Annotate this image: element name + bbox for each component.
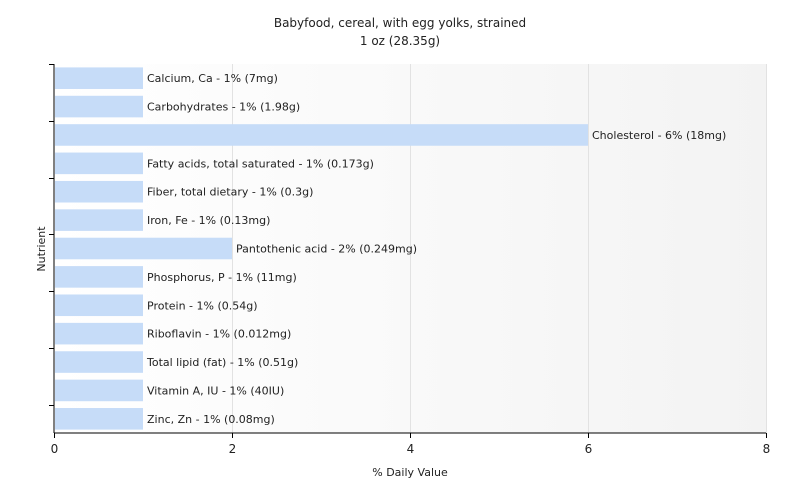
bar: [55, 67, 143, 89]
bar: [55, 152, 143, 175]
bar: [55, 294, 143, 317]
bar-label: Carbohydrates - 1% (1.98g): [147, 101, 300, 114]
bar-label: Riboflavin - 1% (0.012mg): [147, 328, 291, 341]
bar-label: Fatty acids, total saturated - 1% (0.173…: [147, 157, 374, 170]
bar: [55, 124, 588, 146]
bar-label: Fiber, total dietary - 1% (0.3g): [147, 186, 313, 199]
bar-label: Total lipid (fat) - 1% (0.51g): [146, 356, 298, 369]
x-tick-label: 0: [51, 442, 59, 456]
bar: [55, 266, 143, 288]
x-tick-label: 8: [763, 442, 771, 456]
chart-subtitle: 1 oz (28.35g): [360, 34, 440, 48]
x-tick-label: 4: [407, 442, 415, 456]
ticks: 0 2 4 6 8: [49, 64, 771, 456]
bar: [55, 95, 143, 118]
bar-label: Vitamin A, IU - 1% (40IU): [147, 384, 284, 397]
y-axis-label: Nutrient: [35, 226, 48, 272]
bar: [55, 351, 143, 373]
bar: [55, 322, 143, 345]
bars: Calcium, Ca - 1% (7mg) Carbohydrates - 1%…: [55, 67, 726, 430]
bar-label: Protein - 1% (0.54g): [147, 299, 258, 312]
bar-label: Pantothenic acid - 2% (0.249mg): [236, 243, 417, 256]
bar: [55, 408, 143, 430]
x-axis-label: % Daily Value: [372, 466, 448, 479]
chart-title: Babyfood, cereal, with egg yolks, strain…: [274, 16, 526, 30]
bar-label: Phosphorus, P - 1% (11mg): [147, 271, 297, 284]
bar-label: Iron, Fe - 1% (0.13mg): [147, 214, 270, 227]
x-tick-label: 6: [585, 442, 593, 456]
bar-label: Zinc, Zn - 1% (0.08mg): [147, 413, 275, 426]
bar: [55, 237, 232, 260]
bar: [55, 379, 143, 402]
bar-label: Cholesterol - 6% (18mg): [592, 129, 726, 142]
bar: [55, 209, 143, 231]
x-tick-label: 2: [229, 442, 237, 456]
bar-label: Calcium, Ca - 1% (7mg): [147, 72, 278, 85]
bar: [55, 180, 143, 203]
